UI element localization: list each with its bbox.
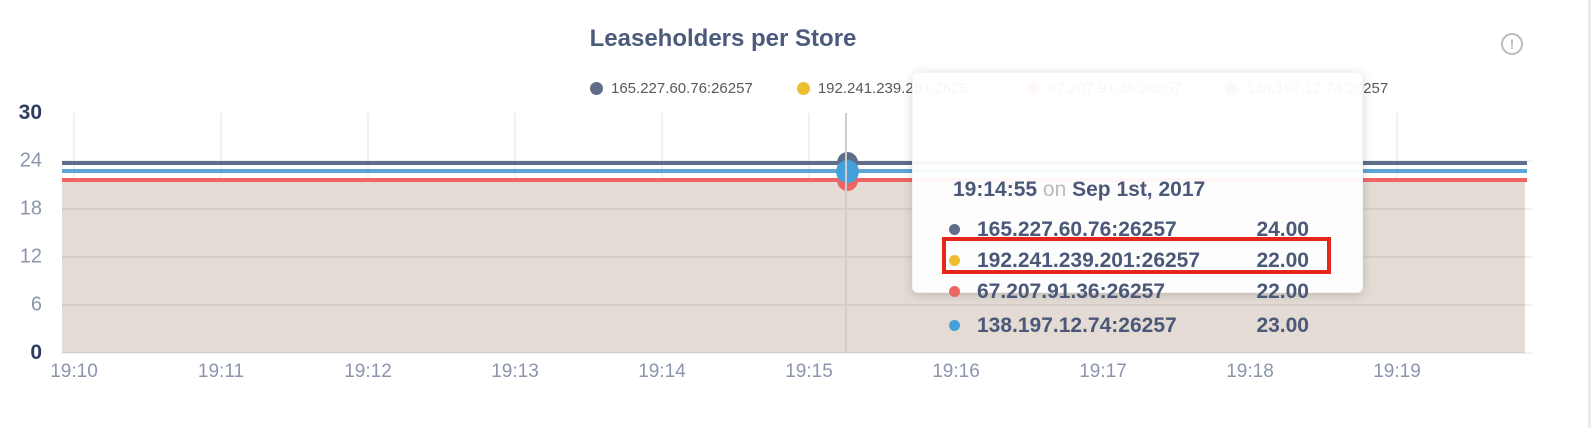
tooltip-series-value: 22.00 xyxy=(1256,248,1309,272)
x-axis-tick: 19:15 xyxy=(785,361,833,382)
tooltip-series-name: 192.241.239.201:26257 xyxy=(977,248,1201,272)
tooltip-row: 67.207.91.36:26257 22.00 xyxy=(942,276,1309,307)
y-axis-tick: 24 xyxy=(19,149,42,172)
series-dot-icon xyxy=(949,286,960,297)
tooltip: 19:14:55 on Sep 1st, 2017 165.227.60.76:… xyxy=(912,72,1363,337)
legend-item-node1[interactable]: 165.227.60.76:26257 xyxy=(590,80,753,97)
x-axis-tick: 19:13 xyxy=(491,361,539,382)
series-line-node3 xyxy=(62,178,1527,182)
tooltip-time: 19:14:55 xyxy=(953,178,1038,201)
tooltip-series-value: 22.00 xyxy=(1256,279,1309,303)
info-icon[interactable]: ! xyxy=(1501,33,1523,55)
x-axis-tick: 19:17 xyxy=(1079,361,1127,382)
red-highlight-annotation xyxy=(942,237,1331,274)
x-axis-tick: 19:14 xyxy=(638,361,686,382)
tooltip-row: 192.241.239.201:26257 22.00 xyxy=(942,245,1309,276)
tooltip-row: 138.197.12.74:26257 23.00 xyxy=(942,310,1309,341)
x-axis-tick: 19:18 xyxy=(1226,361,1274,382)
series-dot-icon xyxy=(949,320,960,331)
series-dot-icon xyxy=(796,82,810,95)
x-axis-tick: 19:19 xyxy=(1373,361,1421,382)
x-axis-tick: 19:10 xyxy=(50,361,98,382)
gridline xyxy=(62,256,1532,258)
hover-point-node4 xyxy=(836,160,859,183)
hover-guideline xyxy=(845,113,847,353)
tooltip-series-value: 24.00 xyxy=(1256,217,1309,241)
gridline xyxy=(62,304,1532,306)
tooltip-series-value: 23.00 xyxy=(1256,313,1309,337)
tooltip-conjunction: on xyxy=(1042,178,1067,201)
series-line-node4 xyxy=(62,169,1527,173)
series-dot-icon xyxy=(949,255,960,266)
tooltip-series-name: 67.207.91.36:26257 xyxy=(977,279,1166,303)
y-axis-tick: 12 xyxy=(19,245,42,268)
tooltip-header: 19:14:55 on Sep 1st, 2017 xyxy=(953,178,1205,202)
gridline xyxy=(62,352,1532,354)
x-axis-tick: 19:16 xyxy=(932,361,980,382)
series-line-node1 xyxy=(62,161,1527,165)
tooltip-series-name: 165.227.60.76:26257 xyxy=(977,217,1177,241)
chart-title: Leaseholders per Store xyxy=(589,25,857,52)
tooltip-series-name: 138.197.12.74:26257 xyxy=(977,313,1177,337)
x-axis-tick: 19:11 xyxy=(197,361,245,382)
legend-label: 165.227.60.76:26257 xyxy=(611,80,753,97)
series-dot-icon xyxy=(949,224,960,235)
gridline xyxy=(62,208,1532,210)
y-axis-tick: 30 xyxy=(18,101,42,124)
y-axis-tick: 18 xyxy=(19,197,42,220)
series-dot-icon xyxy=(590,82,603,95)
y-axis-tick: 6 xyxy=(30,293,42,316)
tooltip-row: 165.227.60.76:26257 24.00 xyxy=(942,214,1309,245)
x-axis-tick: 19:12 xyxy=(344,361,392,382)
tooltip-date: Sep 1st, 2017 xyxy=(1072,178,1206,201)
y-axis-tick: 0 xyxy=(30,341,42,364)
